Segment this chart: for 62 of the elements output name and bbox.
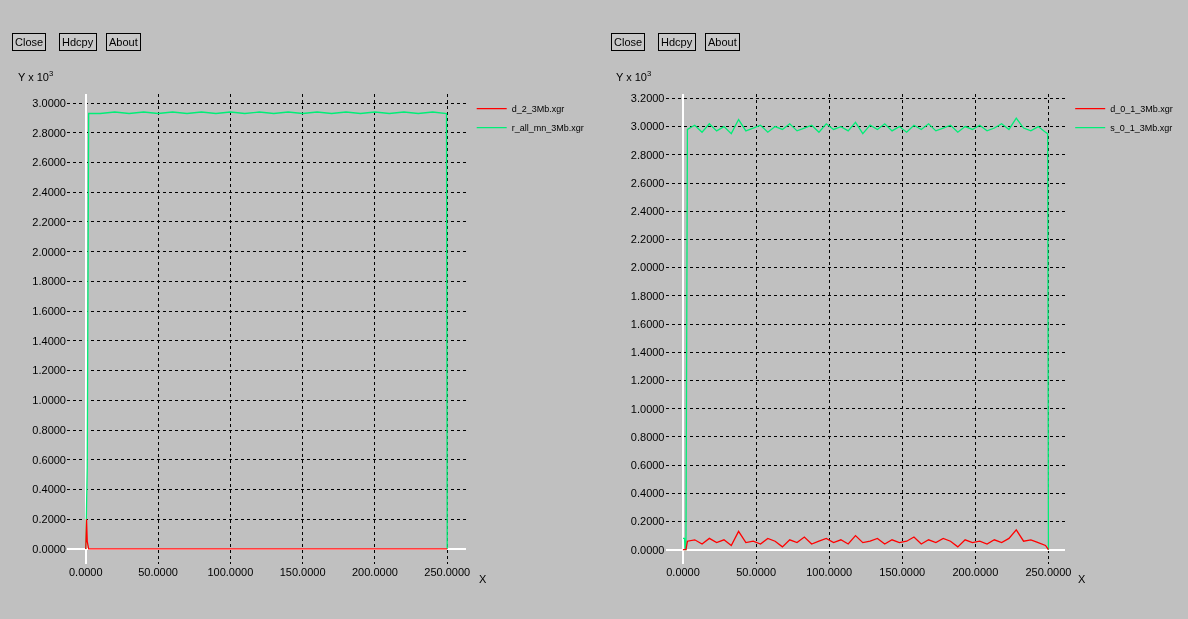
- x-tick-label: 200.0000: [351, 565, 398, 578]
- y-tick-label: 0.8000: [32, 423, 66, 436]
- y-tick-label: 2.6000: [32, 156, 66, 169]
- y-tick-label: 3.2000: [630, 92, 665, 105]
- y-tick-label: 1.6000: [32, 305, 66, 317]
- y-tick-label: 0.2000: [630, 515, 665, 528]
- text: Hdcpy: [62, 36, 94, 48]
- y-axis-title: Y x 10$^{3}$: [616, 69, 652, 83]
- y-tick-label: 3.0000: [32, 96, 66, 109]
- y-tick-label: 2.4000: [32, 186, 66, 199]
- text: Hdcpy: [661, 36, 693, 48]
- y-tick-label: 2.2000: [32, 215, 66, 228]
- y-tick-label: 2.6000: [630, 176, 665, 189]
- x-tick-label: 100.0000: [207, 565, 254, 578]
- y-tick-label: 2.8000: [630, 148, 665, 161]
- y-tick-label: 1.2000: [630, 374, 665, 387]
- line-series: [682, 529, 1050, 551]
- y-tick-label: 1.4000: [32, 334, 66, 347]
- x-tick-label: 150.0000: [279, 565, 326, 578]
- y-tick-label: 2.8000: [32, 126, 66, 139]
- y-tick-label: 0.2000: [32, 513, 66, 526]
- y-tick-label: 0.4000: [32, 483, 66, 496]
- y-tick-label: 0.0000: [32, 542, 66, 555]
- text: Close: [614, 36, 643, 48]
- y-tick-label: 0.6000: [630, 458, 665, 471]
- y-tick-label: 1.8000: [630, 289, 665, 302]
- x-tick-label: 250.0000: [1025, 565, 1072, 578]
- y-tick-label: 1.0000: [630, 402, 665, 415]
- y-tick-label: 3.0000: [630, 120, 665, 133]
- y-tick-label: 1.6000: [630, 317, 665, 330]
- y-tick-label: 2.2000: [630, 233, 665, 246]
- x-tick-label: 50.0000: [736, 565, 776, 578]
- text: About: [708, 36, 737, 48]
- x-tick-label: 250.0000: [424, 565, 471, 578]
- x-axis-title: X: [479, 573, 487, 585]
- y-tick-label: 1.8000: [32, 275, 66, 288]
- y-tick-label: 0.0000: [630, 543, 665, 556]
- y-tick-label: 0.4000: [630, 487, 665, 500]
- y-tick-label: 2.0000: [32, 245, 66, 258]
- y-tick-label: 1.4000: [630, 346, 665, 359]
- line-series: [85, 111, 448, 550]
- legend-label: d_0_1_3Mb.xgr: [1110, 104, 1173, 115]
- x-tick-label: 150.0000: [879, 565, 926, 578]
- x-tick-label: 50.0000: [138, 565, 178, 578]
- legend-label: s_0_1_3Mb.xgr: [1110, 123, 1173, 134]
- y-tick-label: 2.4000: [630, 205, 665, 218]
- y-tick-label: 0.8000: [630, 430, 665, 443]
- y-axis-title: Y x 10$^{3}$: [18, 69, 54, 83]
- line-series: [682, 117, 1050, 551]
- x-tick-label: 0.0000: [666, 565, 700, 578]
- legend-label: r_all_mn_3Mb.xgr: [511, 123, 584, 134]
- y-tick-label: 2.0000: [630, 261, 665, 274]
- y-tick-label: 1.0000: [32, 394, 66, 407]
- legend-label: d_2_3Mb.xgr: [511, 104, 565, 115]
- y-tick-label: 1.2000: [32, 364, 66, 377]
- x-tick-label: 0.0000: [68, 565, 103, 578]
- x-tick-label: 100.0000: [806, 565, 853, 578]
- y-tick-label: 0.6000: [32, 453, 66, 466]
- text: About: [109, 36, 138, 48]
- text: Close: [15, 36, 44, 48]
- x-tick-label: 200.0000: [952, 565, 999, 578]
- x-axis-title: X: [1078, 573, 1086, 585]
